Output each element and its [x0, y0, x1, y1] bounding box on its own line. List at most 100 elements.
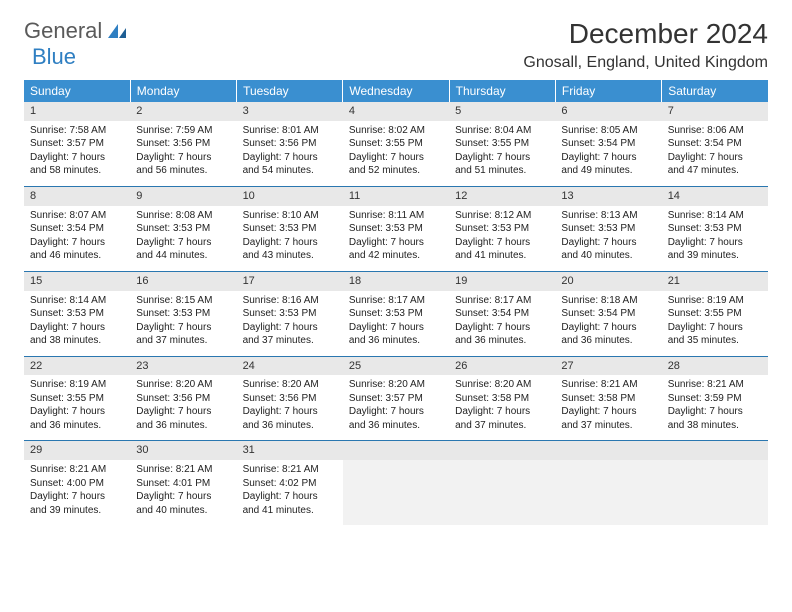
calendar-cell: 26Sunrise: 8:20 AMSunset: 3:58 PMDayligh…: [449, 356, 555, 441]
month-title: December 2024: [523, 18, 768, 50]
sunrise-line: Sunrise: 8:16 AM: [243, 294, 337, 308]
calendar-cell: 24Sunrise: 8:20 AMSunset: 3:56 PMDayligh…: [237, 356, 343, 441]
sunset-line: Sunset: 3:55 PM: [455, 137, 549, 151]
calendar-cell: 22Sunrise: 8:19 AMSunset: 3:55 PMDayligh…: [24, 356, 130, 441]
daylight-line: Daylight: 7 hours and 56 minutes.: [136, 151, 230, 178]
sunset-line: Sunset: 3:55 PM: [668, 307, 762, 321]
calendar-cell: 20Sunrise: 8:18 AMSunset: 3:54 PMDayligh…: [555, 271, 661, 356]
sunset-line: Sunset: 3:57 PM: [349, 392, 443, 406]
sunset-line: Sunset: 3:56 PM: [243, 392, 337, 406]
sunset-line: Sunset: 3:53 PM: [455, 222, 549, 236]
daylight-line: Daylight: 7 hours and 36 minutes.: [455, 321, 549, 348]
sunrise-line: Sunrise: 8:20 AM: [349, 378, 443, 392]
sunset-line: Sunset: 3:53 PM: [561, 222, 655, 236]
sunset-line: Sunset: 3:54 PM: [561, 137, 655, 151]
sunrise-line: Sunrise: 8:06 AM: [668, 124, 762, 138]
sunset-line: Sunset: 3:53 PM: [349, 307, 443, 321]
day-number: 15: [24, 272, 130, 291]
sunset-line: Sunset: 3:54 PM: [668, 137, 762, 151]
daylight-line: Daylight: 7 hours and 36 minutes.: [349, 321, 443, 348]
day-number: 23: [130, 357, 236, 376]
sunrise-line: Sunrise: 8:02 AM: [349, 124, 443, 138]
day-body: Sunrise: 8:20 AMSunset: 3:56 PMDaylight:…: [237, 375, 343, 440]
sunrise-line: Sunrise: 8:04 AM: [455, 124, 549, 138]
location: Gnosall, England, United Kingdom: [523, 54, 768, 72]
day-number-empty: [343, 441, 449, 460]
sunset-line: Sunset: 3:56 PM: [243, 137, 337, 151]
daylight-line: Daylight: 7 hours and 49 minutes.: [561, 151, 655, 178]
day-body: Sunrise: 8:20 AMSunset: 3:56 PMDaylight:…: [130, 375, 236, 440]
day-body: Sunrise: 8:08 AMSunset: 3:53 PMDaylight:…: [130, 206, 236, 271]
calendar-cell: 27Sunrise: 8:21 AMSunset: 3:58 PMDayligh…: [555, 356, 661, 441]
day-body: Sunrise: 8:20 AMSunset: 3:58 PMDaylight:…: [449, 375, 555, 440]
sunrise-line: Sunrise: 8:21 AM: [136, 463, 230, 477]
daylight-line: Daylight: 7 hours and 35 minutes.: [668, 321, 762, 348]
day-number: 22: [24, 357, 130, 376]
day-number: 21: [662, 272, 768, 291]
sunrise-line: Sunrise: 8:14 AM: [30, 294, 124, 308]
daylight-line: Daylight: 7 hours and 39 minutes.: [30, 490, 124, 517]
sunset-line: Sunset: 4:01 PM: [136, 477, 230, 491]
day-body: Sunrise: 8:19 AMSunset: 3:55 PMDaylight:…: [662, 291, 768, 356]
day-number: 10: [237, 187, 343, 206]
title-block: December 2024 Gnosall, England, United K…: [523, 18, 768, 72]
calendar-cell: 29Sunrise: 8:21 AMSunset: 4:00 PMDayligh…: [24, 441, 130, 525]
sunset-line: Sunset: 3:53 PM: [243, 307, 337, 321]
sunrise-line: Sunrise: 7:58 AM: [30, 124, 124, 138]
day-number: 4: [343, 102, 449, 121]
daylight-line: Daylight: 7 hours and 54 minutes.: [243, 151, 337, 178]
day-body: Sunrise: 8:21 AMSunset: 4:01 PMDaylight:…: [130, 460, 236, 525]
day-body: Sunrise: 8:16 AMSunset: 3:53 PMDaylight:…: [237, 291, 343, 356]
empty-cell: [662, 441, 768, 525]
day-body: Sunrise: 8:17 AMSunset: 3:54 PMDaylight:…: [449, 291, 555, 356]
day-number: 20: [555, 272, 661, 291]
calendar-cell: 12Sunrise: 8:12 AMSunset: 3:53 PMDayligh…: [449, 186, 555, 271]
sunset-line: Sunset: 3:53 PM: [136, 222, 230, 236]
sunset-line: Sunset: 3:53 PM: [30, 307, 124, 321]
sunrise-line: Sunrise: 8:13 AM: [561, 209, 655, 223]
day-number: 7: [662, 102, 768, 121]
day-body: Sunrise: 8:19 AMSunset: 3:55 PMDaylight:…: [24, 375, 130, 440]
daylight-line: Daylight: 7 hours and 51 minutes.: [455, 151, 549, 178]
daylight-line: Daylight: 7 hours and 42 minutes.: [349, 236, 443, 263]
empty-cell: [555, 441, 661, 525]
sunrise-line: Sunrise: 8:20 AM: [243, 378, 337, 392]
daylight-line: Daylight: 7 hours and 37 minutes.: [136, 321, 230, 348]
sunset-line: Sunset: 3:55 PM: [349, 137, 443, 151]
calendar-cell: 1Sunrise: 7:58 AMSunset: 3:57 PMDaylight…: [24, 102, 130, 186]
day-number-empty: [662, 441, 768, 460]
day-body: Sunrise: 8:21 AMSunset: 3:59 PMDaylight:…: [662, 375, 768, 440]
sunset-line: Sunset: 3:54 PM: [561, 307, 655, 321]
day-number: 25: [343, 357, 449, 376]
day-body: Sunrise: 8:10 AMSunset: 3:53 PMDaylight:…: [237, 206, 343, 271]
day-body: Sunrise: 8:20 AMSunset: 3:57 PMDaylight:…: [343, 375, 449, 440]
daylight-line: Daylight: 7 hours and 38 minutes.: [30, 321, 124, 348]
calendar-cell: 8Sunrise: 8:07 AMSunset: 3:54 PMDaylight…: [24, 186, 130, 271]
sunrise-line: Sunrise: 8:21 AM: [30, 463, 124, 477]
sunset-line: Sunset: 3:54 PM: [455, 307, 549, 321]
header: General December 2024 Gnosall, England, …: [24, 18, 768, 72]
sunset-line: Sunset: 3:53 PM: [668, 222, 762, 236]
sunrise-line: Sunrise: 8:15 AM: [136, 294, 230, 308]
sunset-line: Sunset: 3:54 PM: [30, 222, 124, 236]
calendar-cell: 11Sunrise: 8:11 AMSunset: 3:53 PMDayligh…: [343, 186, 449, 271]
day-number: 2: [130, 102, 236, 121]
day-number: 12: [449, 187, 555, 206]
day-number: 31: [237, 441, 343, 460]
day-body: Sunrise: 8:21 AMSunset: 4:02 PMDaylight:…: [237, 460, 343, 525]
day-body: Sunrise: 8:21 AMSunset: 3:58 PMDaylight:…: [555, 375, 661, 440]
sunset-line: Sunset: 3:56 PM: [136, 137, 230, 151]
weekday-header: Friday: [555, 80, 661, 102]
day-body: Sunrise: 8:15 AMSunset: 3:53 PMDaylight:…: [130, 291, 236, 356]
day-number: 19: [449, 272, 555, 291]
calendar-cell: 23Sunrise: 8:20 AMSunset: 3:56 PMDayligh…: [130, 356, 236, 441]
day-number: 8: [24, 187, 130, 206]
sunrise-line: Sunrise: 8:20 AM: [136, 378, 230, 392]
sunrise-line: Sunrise: 8:17 AM: [349, 294, 443, 308]
calendar-cell: 6Sunrise: 8:05 AMSunset: 3:54 PMDaylight…: [555, 102, 661, 186]
daylight-line: Daylight: 7 hours and 36 minutes.: [136, 405, 230, 432]
daylight-line: Daylight: 7 hours and 58 minutes.: [30, 151, 124, 178]
sunset-line: Sunset: 3:58 PM: [455, 392, 549, 406]
calendar-cell: 28Sunrise: 8:21 AMSunset: 3:59 PMDayligh…: [662, 356, 768, 441]
day-body: Sunrise: 8:06 AMSunset: 3:54 PMDaylight:…: [662, 121, 768, 186]
